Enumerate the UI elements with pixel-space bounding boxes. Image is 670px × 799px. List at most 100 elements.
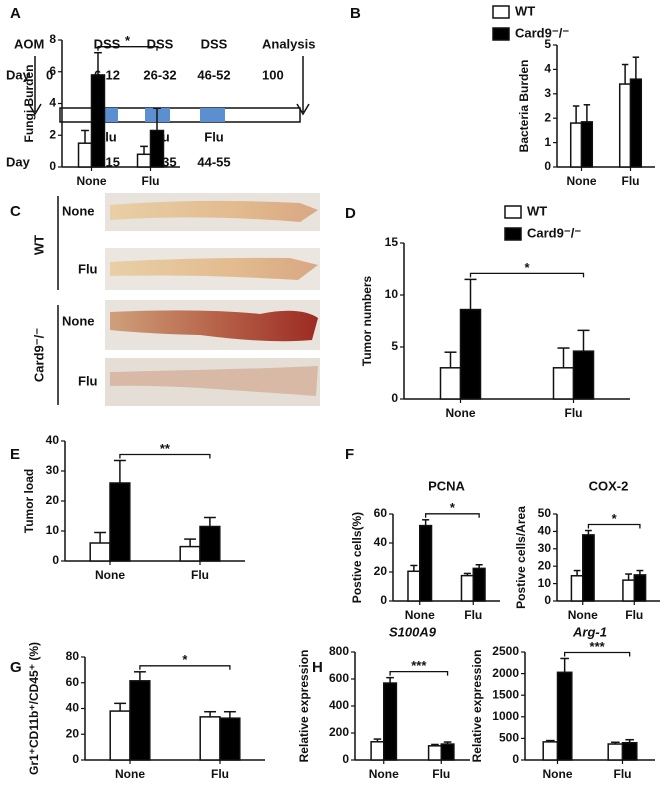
day-start: 0 bbox=[46, 67, 53, 82]
y-tick-label: 4 bbox=[544, 62, 551, 76]
y-axis-label: Tumor numbers bbox=[360, 275, 374, 366]
significance-label: * bbox=[612, 511, 618, 526]
y-tick-label: 2000 bbox=[492, 666, 519, 680]
bar bbox=[440, 743, 455, 761]
significance-bracket bbox=[469, 272, 585, 278]
y-tick-label: 5 bbox=[391, 339, 398, 353]
y-tick-label: 0 bbox=[52, 553, 59, 567]
y-tick-label: 30 bbox=[46, 463, 60, 477]
bar bbox=[633, 574, 647, 602]
day-label: Day bbox=[6, 67, 31, 82]
y-tick-label: 40 bbox=[66, 701, 80, 715]
bar bbox=[582, 534, 595, 602]
y-tick-label: 20 bbox=[374, 564, 388, 578]
significance-bracket bbox=[587, 523, 641, 529]
y-tick-label: 60 bbox=[374, 506, 388, 520]
y-tick-label: 10 bbox=[538, 576, 552, 590]
y-tick-label: 40 bbox=[374, 535, 388, 549]
y-tick-label: 600 bbox=[329, 671, 349, 685]
x-tick-label: Flu bbox=[464, 608, 482, 622]
legend-label: WT bbox=[527, 203, 547, 218]
significance-bracket bbox=[139, 665, 231, 670]
x-tick-label: None bbox=[543, 767, 573, 781]
panel-label: H bbox=[312, 659, 323, 676]
x-tick-label: Flu bbox=[625, 608, 643, 622]
bar bbox=[89, 542, 111, 562]
y-tick-label: 1 bbox=[544, 135, 551, 149]
dss-days: 26-32 bbox=[143, 67, 176, 82]
y-tick-label: 20 bbox=[538, 558, 552, 572]
y-tick-label: 60 bbox=[66, 675, 80, 689]
start-label: AOM bbox=[14, 36, 44, 51]
y-tick-label: 0 bbox=[544, 159, 551, 173]
x-tick-label: Flu bbox=[142, 174, 160, 188]
significance-bracket bbox=[97, 46, 158, 51]
y-tick-label: 0 bbox=[72, 752, 79, 766]
y-tick-label: 15 bbox=[385, 235, 399, 249]
bar bbox=[199, 525, 221, 562]
row-label: None bbox=[62, 313, 95, 328]
bar bbox=[149, 129, 165, 168]
y-tick-label: 50 bbox=[538, 506, 552, 520]
y-tick-label: 10 bbox=[385, 287, 399, 301]
bar bbox=[383, 682, 398, 761]
significance-label: * bbox=[182, 652, 188, 667]
bar bbox=[618, 83, 632, 168]
day-label: Day bbox=[6, 154, 31, 169]
chart-title: Arg-1 bbox=[572, 624, 607, 639]
x-tick-label: Flu bbox=[191, 568, 209, 582]
bar bbox=[569, 122, 583, 168]
panel-label: A bbox=[10, 5, 21, 22]
y-tick-label: 1000 bbox=[492, 709, 519, 723]
legend-swatch bbox=[504, 205, 522, 219]
x-tick-label: None bbox=[95, 568, 125, 582]
group-label: Card9⁻/⁻ bbox=[31, 328, 46, 382]
dss-label: DSS bbox=[201, 36, 228, 51]
y-tick-label: 6 bbox=[49, 64, 56, 78]
y-axis-label: Fungi Burden bbox=[22, 65, 36, 143]
panel-label: E bbox=[10, 446, 20, 463]
bar bbox=[407, 570, 421, 602]
y-tick-label: 10 bbox=[46, 523, 60, 537]
dss-label: DSS bbox=[94, 36, 121, 51]
bar bbox=[460, 574, 475, 602]
legend-label: Card9⁻/⁻ bbox=[527, 225, 581, 240]
bar bbox=[199, 716, 221, 761]
end-label: Analysis bbox=[262, 36, 315, 51]
y-axis-label: Tumor load bbox=[22, 469, 36, 533]
y-axis-label: Postive cells(%) bbox=[350, 512, 364, 603]
x-tick-label: Flu bbox=[211, 767, 229, 781]
x-tick-label: Flu bbox=[432, 767, 450, 781]
y-tick-label: 5 bbox=[544, 37, 551, 51]
legend-label: Card9⁻/⁻ bbox=[515, 25, 569, 40]
group-label: WT bbox=[31, 235, 46, 255]
y-axis-label: Gr1⁺CD11b⁺/CD45⁺ (%) bbox=[27, 642, 41, 775]
y-axis-label: Bacteria Burden bbox=[517, 60, 531, 153]
day-end: 100 bbox=[262, 67, 284, 82]
y-tick-label: 800 bbox=[329, 644, 349, 658]
y-tick-label: 2 bbox=[49, 127, 56, 141]
y-tick-label: 500 bbox=[499, 731, 519, 745]
y-tick-label: 200 bbox=[329, 725, 349, 739]
y-tick-label: 0 bbox=[544, 593, 551, 607]
y-axis-label: Postive cells/Area bbox=[514, 506, 528, 609]
significance-bracket bbox=[119, 453, 211, 459]
significance-bracket bbox=[564, 651, 631, 657]
bar bbox=[419, 524, 433, 602]
chart-title: PCNA bbox=[428, 478, 465, 493]
y-tick-label: 0 bbox=[380, 593, 387, 607]
dss-block bbox=[200, 108, 225, 122]
flu-label: Flu bbox=[204, 129, 224, 144]
legend-swatch bbox=[504, 227, 522, 241]
bar bbox=[580, 121, 594, 168]
bar bbox=[622, 579, 635, 602]
significance-bracket bbox=[424, 513, 480, 518]
x-tick-label: None bbox=[77, 174, 107, 188]
bar bbox=[556, 671, 573, 761]
panel-label: D bbox=[345, 205, 356, 222]
row-label: Flu bbox=[78, 373, 98, 388]
bar bbox=[439, 367, 462, 400]
significance-label: *** bbox=[411, 658, 427, 673]
y-tick-label: 40 bbox=[538, 524, 552, 538]
